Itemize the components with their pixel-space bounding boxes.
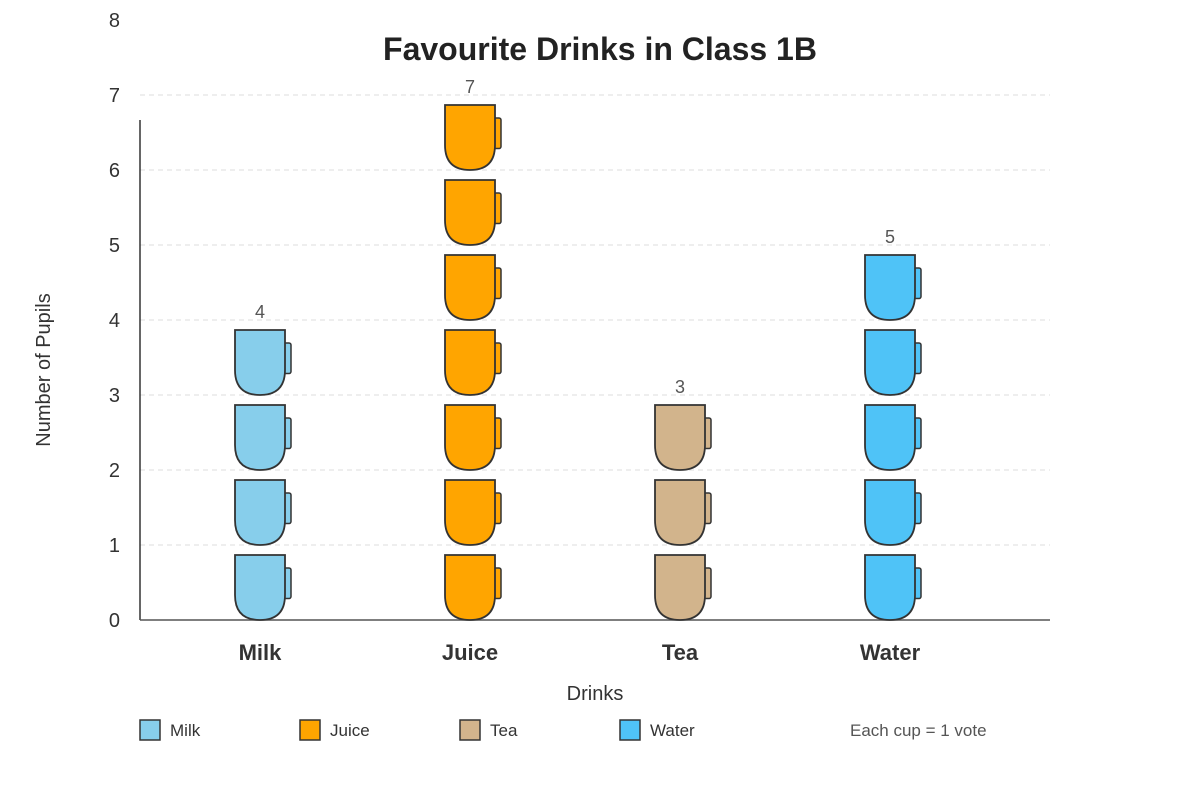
legend-label: Milk <box>170 721 201 740</box>
y-tick-label: 6 <box>109 160 120 182</box>
legend-swatch <box>459 719 481 741</box>
cup-body <box>234 479 286 546</box>
value-label-milk: 4 <box>255 302 265 322</box>
cup-body <box>444 329 496 396</box>
legend-swatch <box>619 719 641 741</box>
cup-mark <box>444 479 502 546</box>
cup-body <box>444 179 496 246</box>
cup-stack-milk <box>234 329 292 621</box>
cup-body <box>444 479 496 546</box>
pictograph-key: Each cup = 1 vote <box>850 721 987 740</box>
cup-mark <box>444 254 502 321</box>
cup-mark <box>864 554 922 621</box>
cup-mark <box>444 329 502 396</box>
cup-mark <box>234 329 292 396</box>
cup-mark <box>444 404 502 471</box>
cup-body <box>234 404 286 471</box>
cup-mark <box>234 479 292 546</box>
legend-label: Juice <box>330 721 370 740</box>
cup-body <box>864 404 916 471</box>
cup-mark <box>444 554 502 621</box>
cup-body <box>444 404 496 471</box>
cup-body <box>234 554 286 621</box>
cup-body <box>654 404 706 471</box>
x-tick-label-juice: Juice <box>442 640 498 665</box>
cup-mark <box>444 179 502 246</box>
legend-swatch <box>139 719 161 741</box>
legend: Milk Juice Tea Water <box>139 719 695 741</box>
cup-body <box>864 554 916 621</box>
value-label-juice: 7 <box>465 77 475 97</box>
cup-mark <box>444 104 502 171</box>
y-tick-label: 3 <box>109 385 120 407</box>
cup-body <box>234 329 286 396</box>
cup-mark <box>654 404 712 471</box>
legend-swatch <box>299 719 321 741</box>
legend-label: Water <box>650 721 695 740</box>
cup-mark <box>234 404 292 471</box>
legend-label: Tea <box>490 721 518 740</box>
cup-body <box>654 479 706 546</box>
cup-mark <box>234 554 292 621</box>
value-label-tea: 3 <box>675 377 685 397</box>
cup-mark <box>864 404 922 471</box>
cup-stack-tea <box>654 404 712 621</box>
legend-item-water: Water <box>619 719 695 741</box>
y-tick-label: 7 <box>109 85 120 107</box>
cup-mark <box>864 329 922 396</box>
x-axis-ticks: Milk Juice Tea Water <box>239 640 921 665</box>
cup-body <box>864 254 916 321</box>
y-axis-label: Number of Pupils <box>33 293 55 446</box>
x-axis-label: Drinks <box>567 683 624 705</box>
value-labels: 4 7 3 5 <box>255 77 895 397</box>
y-tick-label: 2 <box>109 460 120 482</box>
cup-mark <box>654 479 712 546</box>
cup-mark <box>864 479 922 546</box>
cup-body <box>444 554 496 621</box>
cup-body <box>864 479 916 546</box>
x-tick-label-tea: Tea <box>662 640 699 665</box>
cup-body <box>444 104 496 171</box>
cup-body <box>864 329 916 396</box>
chart-title: Favourite Drinks in Class 1B <box>383 31 817 67</box>
legend-item-juice: Juice <box>299 719 370 741</box>
cup-stack-juice <box>444 104 502 621</box>
y-tick-label: 0 <box>109 610 120 632</box>
y-tick-label: 1 <box>109 535 120 557</box>
legend-item-tea: Tea <box>459 719 518 741</box>
cup-stack-water <box>864 254 922 621</box>
y-tick-label: 4 <box>109 310 120 332</box>
y-tick-label: 5 <box>109 235 120 257</box>
cup-body <box>444 254 496 321</box>
legend-item-milk: Milk <box>139 719 201 741</box>
y-tick-label: 8 <box>109 10 120 32</box>
cup-mark <box>654 554 712 621</box>
value-label-water: 5 <box>885 227 895 247</box>
x-tick-label-milk: Milk <box>239 640 283 665</box>
cup-body <box>654 554 706 621</box>
cup-mark <box>864 254 922 321</box>
x-tick-label-water: Water <box>860 640 921 665</box>
y-axis-ticks: 0 1 2 3 4 5 6 7 8 <box>109 10 120 632</box>
cup-marks <box>234 104 922 621</box>
gridlines <box>140 94 1050 546</box>
